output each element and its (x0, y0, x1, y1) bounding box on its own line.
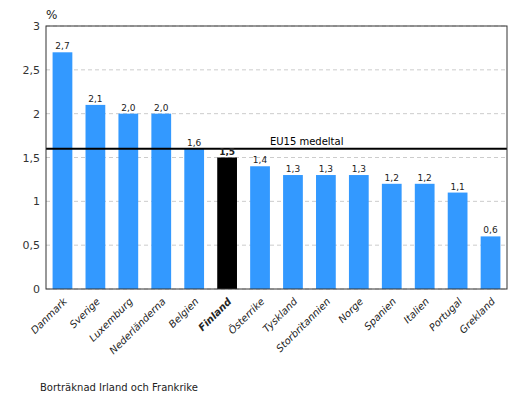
bar (415, 184, 435, 289)
reference-label: EU15 medeltal (270, 136, 344, 147)
data-label: 2,0 (154, 103, 169, 113)
data-label: 0,6 (483, 225, 498, 235)
grid-line (46, 157, 507, 158)
bar (250, 166, 270, 289)
data-label: 1,3 (286, 164, 300, 174)
x-tick-label: Österrike (225, 295, 266, 336)
grid-line (46, 201, 507, 202)
y-axis-label: % (46, 8, 57, 22)
footnote: Borträknad Irland och Frankrike (40, 382, 198, 393)
bar (382, 184, 402, 289)
y-tick-label: 3 (33, 20, 40, 33)
data-label: 1,2 (385, 173, 399, 183)
y-tick-label: 0 (33, 283, 40, 296)
data-label: 1,1 (450, 182, 464, 192)
data-label: 1,2 (418, 173, 432, 183)
bar (316, 175, 336, 289)
data-label: 1,3 (319, 164, 333, 174)
x-tick-label: Spanien (362, 296, 398, 332)
grid-line (46, 69, 507, 70)
bars (53, 52, 501, 289)
plot-frame (46, 26, 507, 289)
bar (151, 114, 171, 289)
x-tick-label: Grekland (457, 295, 497, 335)
y-tick-label: 2,5 (23, 64, 41, 77)
x-tick-label: Norge (336, 296, 365, 325)
bar (349, 175, 369, 289)
reference-line (46, 148, 507, 150)
data-label: 2,7 (55, 41, 69, 51)
bar (217, 158, 237, 290)
x-tick-label: Danmark (29, 295, 70, 336)
y-tick-label: 1,5 (23, 152, 41, 165)
data-label: 2,0 (121, 103, 136, 113)
grid-line (46, 113, 507, 114)
data-label: 2,1 (88, 94, 102, 104)
bar (283, 175, 303, 289)
bar (53, 52, 73, 289)
grid-line (46, 245, 507, 246)
x-tick-label: Nederländerna (107, 296, 168, 357)
bar (184, 149, 204, 289)
bar (481, 236, 501, 289)
data-label: 1,6 (187, 138, 202, 148)
data-label: 1,3 (352, 164, 366, 174)
x-tick-label: Storbritannien (274, 296, 333, 355)
bar (448, 193, 468, 289)
chart: 0 0,5 1 1,5 2 2,5 3 EU15 medeltal 2,7 2,1 2,0 2,0 1,… (0, 0, 519, 397)
data-label: 1,4 (253, 155, 268, 165)
y-tick-label: 2 (33, 108, 40, 121)
bar (86, 105, 106, 289)
x-tick-label: Italien (401, 296, 431, 326)
y-tick-label: 1 (33, 195, 40, 208)
data-label: 1,5 (219, 147, 235, 157)
y-tick-label: 0,5 (23, 239, 41, 252)
bar (118, 114, 138, 289)
